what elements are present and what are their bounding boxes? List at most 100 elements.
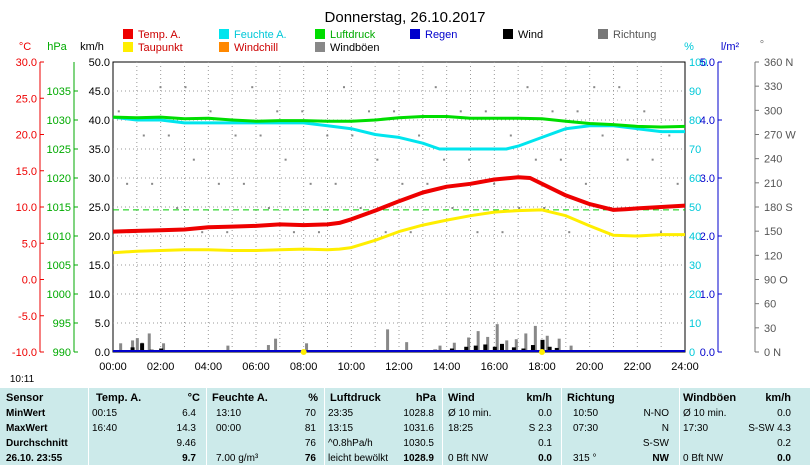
pressure-tick-label: 1015 [47,202,71,214]
gust-bar [533,325,537,352]
table-cell: 10:50 [573,408,599,419]
wind-bar [140,343,145,352]
table-row: 23:35 1028.8 [328,408,440,423]
table-cell: 0.0 [538,453,552,464]
direction-tick-label: 150 [764,226,782,238]
legend-label: Wind [518,29,543,41]
table-row: 315 ° NW [565,453,677,468]
table-row: 0 Bft NW 0.0 [446,453,558,468]
direction-point [242,182,245,185]
table-cell: 9.46 [176,438,196,449]
table-header-cell: % [308,392,318,404]
table-header: Temp. A. °C [92,392,204,407]
temp-tick-label: 20.0 [16,130,37,142]
direction-point [368,110,371,113]
table-cell: N [661,423,669,434]
legend-label: Feuchte A. [234,29,287,41]
table-cell: MaxWert [6,423,48,434]
table-column: Wind km/h Ø 10 min. 0.0 18:25 S 2.3 0.1 0 Bft N… [446,388,558,465]
table-cell: 13:15 [328,423,354,434]
rain-tick-label: 3.0 [700,173,715,185]
current-time-label: 10:11 [10,374,35,385]
direction-point [384,231,387,234]
direction-point [568,231,571,234]
table-row: 9.46 [92,438,204,453]
table-cell: 6.4 [182,408,196,419]
table-cell: 00:00 [216,423,242,434]
humidity-tick-label: 0 [689,347,695,359]
direction-point [184,86,187,89]
table-column: Windböen km/h Ø 10 min. 0.0 17:30 S-SW 4.3 0.2… [683,388,805,465]
legend-swatch [123,29,133,39]
wind-tick-label: 10.0 [89,289,110,301]
wind-tick-label: 50.0 [89,57,110,69]
humidity-unit: % [684,41,694,53]
humidity-tick-label: 100 [689,57,707,69]
wind-bar [530,345,535,352]
temp-tick-label: 5.0 [22,238,37,250]
table-cell: Ø 10 min. [683,408,727,419]
direction-point [251,86,254,89]
wind-tick-label: 0.0 [95,347,110,359]
humidity-tick-label: 90 [689,86,701,98]
gust-bar [486,336,490,352]
direction-point [443,158,446,161]
table-row: 00:00 81 [210,423,322,438]
wind-bar [554,347,559,352]
gust-bar [495,324,499,352]
wind-tick-label: 5.0 [95,318,110,330]
direction-point [651,158,654,161]
temp-unit: °C [19,41,31,53]
temp-tick-label: 30.0 [16,57,37,69]
direction-point [409,231,412,234]
table-header: Windböen km/h [683,392,805,407]
table-header: Sensor [6,392,88,407]
direction-point [234,134,237,137]
statistics-table: Sensor MinWert MaxWert Durchschnitt 26.10. 2… [0,388,810,465]
time-tick-label: 22:00 [624,361,652,373]
table-separator [324,388,325,465]
table-cell: 18:25 [448,423,474,434]
table-row: S-SW [565,438,677,453]
gust-bar [147,333,151,352]
table-row: 17:30 S-SW 4.3 [683,423,805,438]
chart-title: Donnerstag, 26.10.2017 [325,9,486,26]
temp-tick-label: 15.0 [16,166,37,178]
time-tick-label: 02:00 [147,361,175,373]
table-separator [561,388,562,465]
wind-tick-label: 40.0 [89,115,110,127]
table-cell: S-SW 4.3 [748,423,791,434]
table-row: MaxWert [6,423,88,438]
wind-bar [547,346,552,352]
table-header: Luftdruck hPa [328,392,440,407]
humidity-tick-label: 60 [689,173,701,185]
table-row: 0.2 [683,438,805,453]
legend-label: Temp. A. [138,29,181,41]
table-cell: 76 [304,438,316,449]
direction-tick-label: 240 [764,154,782,166]
chart-legend: Temp. A. Feuchte A. Luftdruck Regen Wind Rich… [123,29,656,54]
table-header: Feuchte A.% [210,392,322,407]
table-cell: 26.10. 23:55 [6,453,63,464]
wind-unit: km/h [80,41,104,53]
table-header-cell: Wind [448,392,475,404]
direction-point [126,182,129,185]
direction-point [418,134,421,137]
direction-point [301,110,304,113]
direction-point [584,182,587,185]
chart-grid [112,61,686,353]
gust-bar [162,343,166,352]
table-cell: 16:40 [92,423,118,434]
time-tick-label: 12:00 [385,361,413,373]
table-row: 00:15 6.4 [92,408,204,423]
direction-point [359,207,362,209]
gust-bar [305,343,309,352]
direction-point [559,158,562,161]
time-tick-label: 10:00 [338,361,366,373]
gust-bar [467,337,471,352]
direction-tick-label: 210 [764,178,782,190]
direction-point [426,182,429,185]
table-cell: 76 [304,453,316,464]
gust-bar [438,345,442,352]
wind-tick-label: 25.0 [89,202,110,214]
